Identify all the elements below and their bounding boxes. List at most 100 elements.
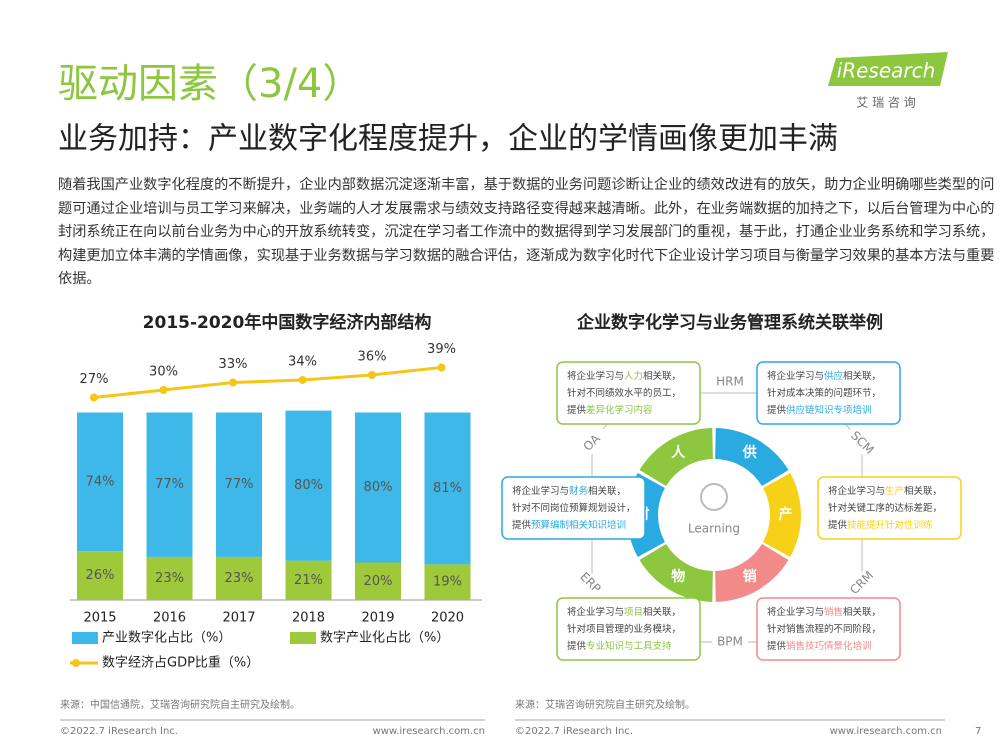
box-text-part: 提供 [828, 519, 848, 531]
box-text-part: 专业知识与工具支持 [586, 640, 672, 652]
point [298, 376, 307, 384]
ring-segment [715, 543, 789, 602]
example-box [756, 597, 901, 661]
url: www.iresearch.com.cn [830, 726, 942, 737]
x-tick-label: 2018 [292, 611, 325, 626]
ring-segment [715, 428, 789, 487]
box-text: 针对项目管理的业务模块， [567, 623, 681, 635]
data-label: 80% [364, 480, 393, 495]
box-text: 针对成本决策的问题环节， [767, 387, 881, 399]
data-label: 26% [86, 568, 115, 583]
box-text-part: 提供 [567, 404, 587, 416]
box-text-part: 针对项目管理的业务模块， [567, 623, 681, 635]
box-text-part: 将企业学习与 [567, 606, 624, 618]
point [159, 386, 168, 394]
label-bg [712, 374, 748, 390]
box-text-part: 财务 [569, 485, 589, 497]
label-bg [843, 564, 881, 602]
x-tick-label: 2020 [431, 611, 464, 626]
box-text-part: 相关联， [643, 606, 681, 618]
point [368, 371, 376, 379]
box-text-part: 针对销售流程的不同阶段， [767, 623, 881, 635]
box-text-part: 相关联， [643, 370, 681, 382]
bar [77, 551, 123, 600]
box-text: 针对销售流程的不同阶段， [767, 623, 881, 635]
example-box [556, 361, 701, 425]
legend-label: 数字经济占GDP比重（%） [102, 655, 259, 671]
source: 来源：艾瑞咨询研究院自主研究及绘制。 [515, 698, 695, 711]
subtitle: 业务加持：产业数字化程度提升，企业的学情画像更加丰满 [58, 122, 838, 157]
label-bg [571, 564, 609, 602]
example-box [756, 361, 901, 425]
bar [355, 412, 401, 563]
x-tick-label: 2015 [83, 611, 116, 626]
data-label: 20% [364, 574, 393, 589]
ring-segment [763, 473, 801, 557]
data-label: 81% [433, 481, 462, 496]
box-text-part: 相关联， [843, 606, 881, 618]
copyright: ©2022.7 iResearch Inc. [60, 726, 178, 737]
segment-label: 供 [742, 444, 757, 461]
data-label: 77% [225, 477, 254, 492]
data-label: 27% [80, 372, 109, 387]
box-text: 将企业学习与生产相关联， [828, 485, 942, 497]
box-text-part: 将企业学习与 [767, 606, 824, 618]
box-text: 将企业学习与销售相关联， [767, 606, 881, 618]
box-text: 将企业学习与财务相关联， [512, 485, 626, 497]
box-text: 针对不同绩效水平的员工， [567, 387, 681, 399]
box-text: 针对关键工序的达标差距， [828, 502, 942, 514]
x-tick-label: 2016 [153, 611, 186, 626]
box-text-part: 供应 [824, 370, 844, 382]
data-label: 36% [358, 350, 387, 365]
source: 来源：中国信通院，艾瑞咨询研究院自主研究及绘制。 [60, 698, 300, 711]
box-text-part: 提供 [767, 404, 787, 416]
data-label: 80% [294, 478, 323, 493]
box-text: 提供技能提升针对性训练 [828, 519, 933, 531]
box-text-part: 供应链知识专项培训 [786, 404, 872, 416]
ring-segment [639, 428, 713, 487]
box-text-part: 将企业学习与 [512, 485, 569, 497]
bar [146, 556, 193, 600]
logo-bg [828, 52, 948, 86]
point [229, 378, 237, 387]
bar [285, 410, 332, 561]
legend-swatch [72, 632, 98, 644]
box-text-part: 人力 [624, 370, 643, 382]
box-text-part: 针对不同绩效水平的员工， [567, 387, 681, 399]
box-text: 提供销售技巧情景化培训 [767, 640, 872, 652]
data-label: 21% [294, 573, 323, 588]
bulb-icon [700, 483, 728, 511]
page-number: 7 [975, 726, 981, 737]
bar [424, 564, 471, 600]
box-text-part: 针对不同岗位预算规划设计， [512, 502, 636, 514]
data-label: 23% [155, 571, 184, 586]
title: 驱动因素（3/4） [58, 61, 362, 107]
legend-label: 数字产业化占比（%） [320, 631, 449, 646]
box-text: 提供差异化学习内容 [567, 404, 653, 416]
system-label: HRM [716, 375, 744, 389]
box-text-part: 技能提升针对性训练 [847, 519, 933, 531]
box-text: 将企业学习与人力相关联， [567, 370, 681, 382]
example-box [817, 476, 962, 540]
bar [424, 412, 471, 565]
box-text-part: 针对关键工序的达标差距， [828, 502, 942, 514]
label-bg [843, 424, 881, 462]
box-text-part: 相关联， [588, 485, 626, 497]
diagram-title: 企业数字化学习与业务管理系统关联举例 [576, 312, 883, 333]
ring-segment [639, 543, 713, 602]
box-text-part: 提供 [567, 640, 587, 652]
box-text: 提供预算编制相关知识培训 [512, 519, 626, 531]
data-label: 33% [219, 357, 248, 372]
bar [355, 562, 401, 600]
legend-swatch [72, 659, 80, 667]
data-label: 30% [149, 365, 178, 380]
box-text-part: 生产 [885, 485, 904, 497]
copyright: ©2022.7 iResearch Inc. [515, 726, 633, 737]
x-tick-label: 2017 [222, 611, 255, 626]
data-label: 74% [86, 474, 115, 489]
data-label: 23% [225, 571, 254, 586]
box-text: 提供供应链知识专项培训 [767, 404, 872, 416]
bar [77, 412, 123, 552]
